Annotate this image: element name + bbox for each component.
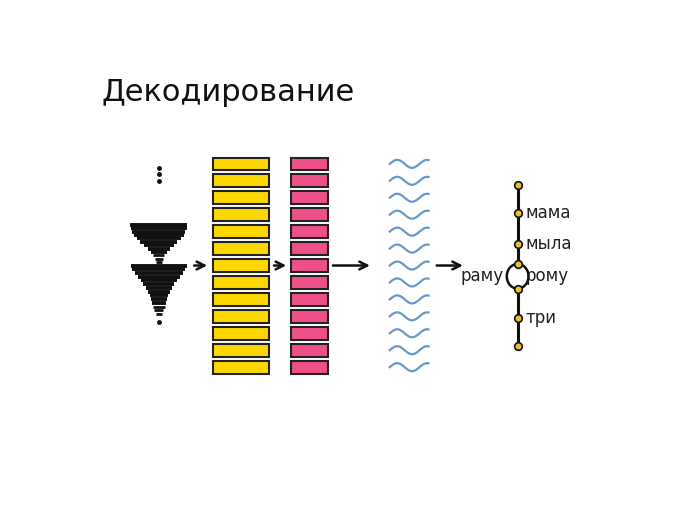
FancyBboxPatch shape	[291, 158, 328, 170]
FancyBboxPatch shape	[291, 242, 328, 255]
FancyBboxPatch shape	[213, 174, 269, 187]
Text: раму: раму	[461, 267, 504, 285]
Polygon shape	[507, 264, 528, 289]
FancyBboxPatch shape	[291, 310, 328, 323]
FancyBboxPatch shape	[213, 310, 269, 323]
FancyBboxPatch shape	[213, 259, 269, 272]
FancyBboxPatch shape	[291, 344, 328, 356]
FancyBboxPatch shape	[213, 225, 269, 238]
FancyBboxPatch shape	[213, 276, 269, 289]
Text: мама: мама	[526, 204, 571, 222]
FancyBboxPatch shape	[291, 174, 328, 187]
FancyBboxPatch shape	[213, 242, 269, 255]
FancyBboxPatch shape	[291, 192, 328, 204]
FancyBboxPatch shape	[213, 344, 269, 356]
Text: рому: рому	[526, 267, 568, 285]
FancyBboxPatch shape	[291, 293, 328, 306]
FancyBboxPatch shape	[213, 192, 269, 204]
Text: три: три	[526, 309, 557, 327]
FancyBboxPatch shape	[291, 327, 328, 340]
FancyBboxPatch shape	[291, 259, 328, 272]
FancyBboxPatch shape	[213, 293, 269, 306]
FancyBboxPatch shape	[291, 276, 328, 289]
FancyBboxPatch shape	[291, 225, 328, 238]
FancyBboxPatch shape	[213, 208, 269, 221]
Text: мыла: мыла	[526, 235, 572, 253]
Text: Декодирование: Декодирование	[102, 78, 355, 108]
FancyBboxPatch shape	[213, 361, 269, 373]
FancyBboxPatch shape	[213, 327, 269, 340]
FancyBboxPatch shape	[213, 158, 269, 170]
FancyBboxPatch shape	[291, 208, 328, 221]
FancyBboxPatch shape	[291, 361, 328, 373]
